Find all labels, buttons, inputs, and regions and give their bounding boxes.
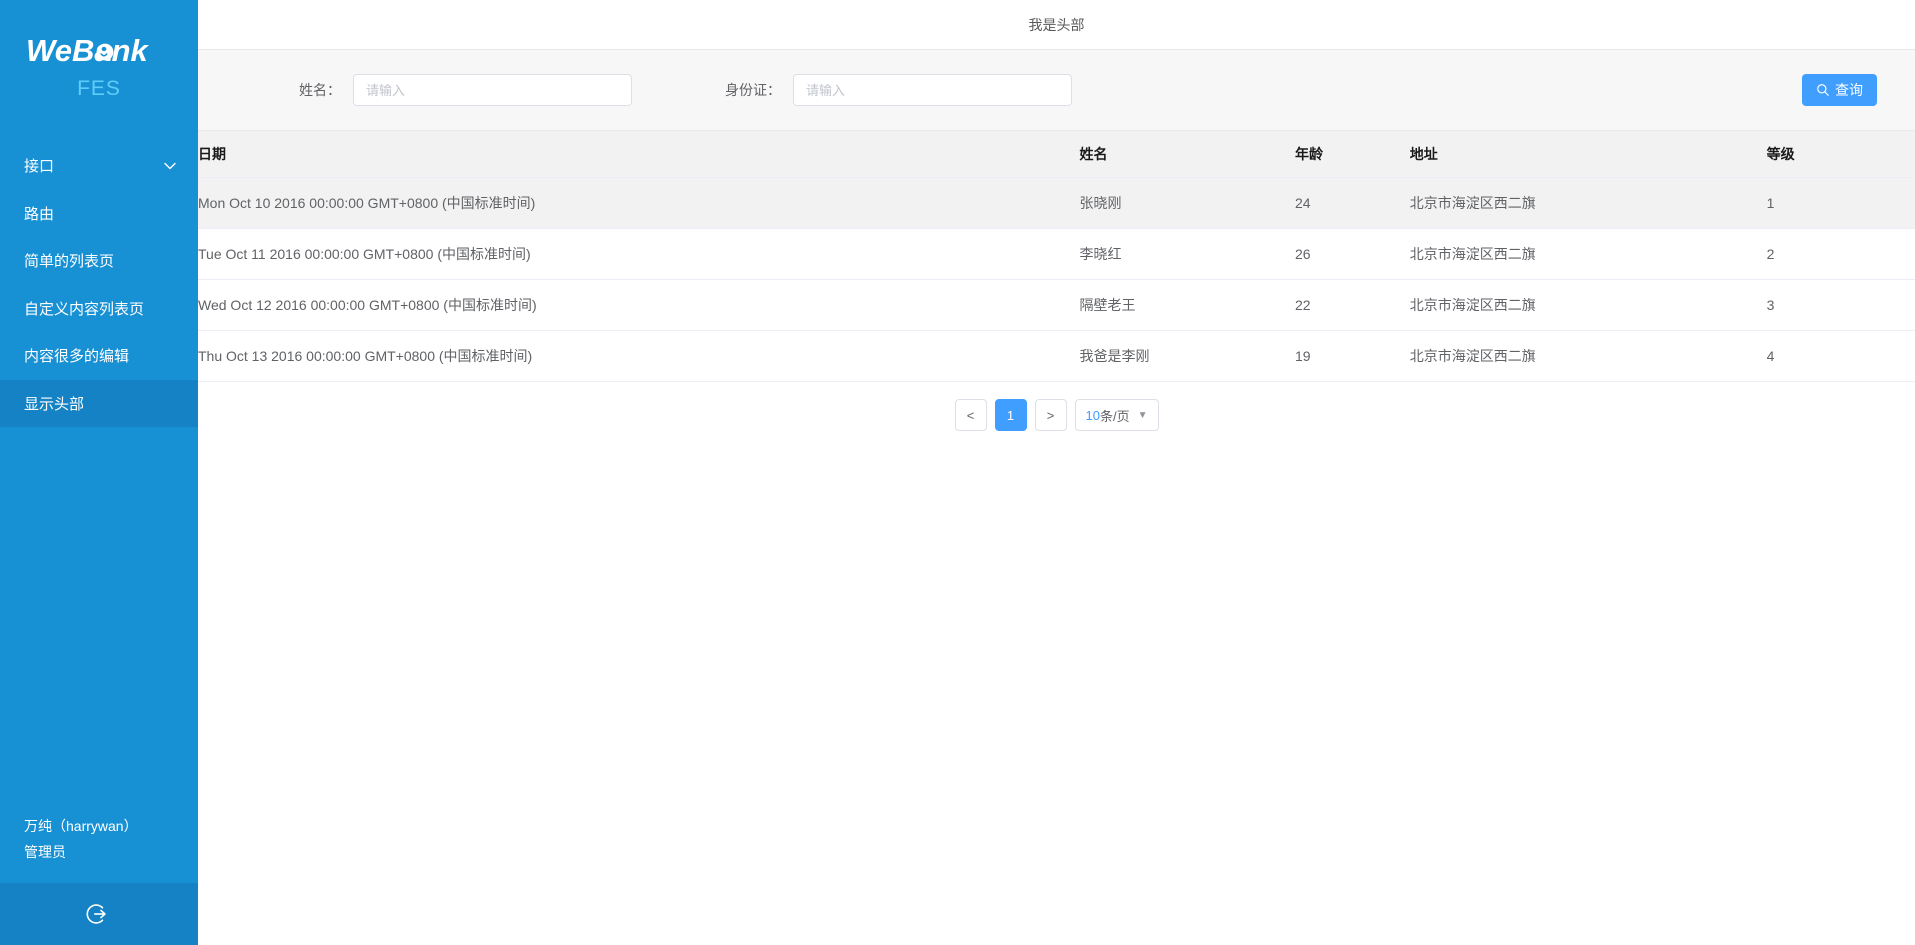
svg-text:WeBank: WeBank	[26, 33, 150, 68]
